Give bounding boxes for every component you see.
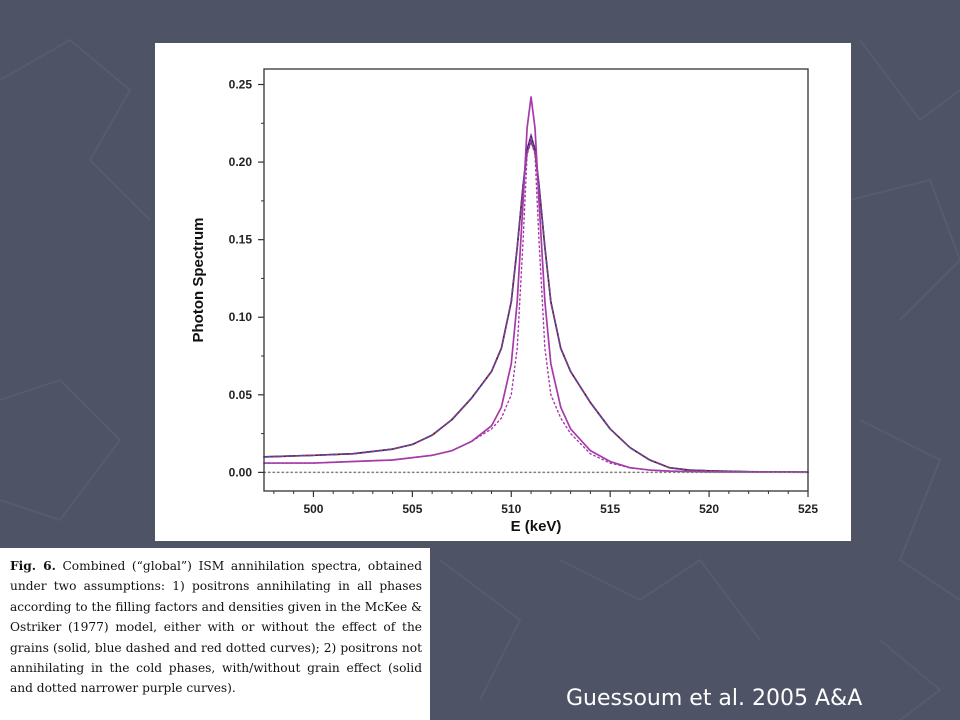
series-line-5 (263, 133, 809, 473)
x-tick-label: 520 (699, 502, 719, 516)
x-tick-label: 525 (798, 502, 818, 516)
y-tick-label: 0.00 (229, 465, 253, 479)
x-tick-label: 515 (600, 502, 620, 516)
y-tick-label: 0.15 (229, 233, 253, 247)
y-tick-label: 0.20 (229, 155, 253, 169)
figure-caption-box: Fig. 6. Combined (“global”) ISM annihila… (0, 548, 430, 720)
series-line-4 (263, 96, 809, 474)
x-axis-title: E (keV) (511, 518, 562, 535)
citation-text: Guessoum et al. 2005 A&A (566, 686, 863, 711)
plot-frame (263, 68, 809, 492)
x-tick-label: 500 (303, 502, 323, 516)
axes-layer: 500 505 510 515 520 525 0.00 0.05 0.10 0.15 0.20 0.… (229, 78, 819, 516)
series-line-1 (263, 134, 809, 473)
y-tick-label: 0.05 (229, 388, 253, 402)
figure-panel: 500 505 510 515 520 525 0.00 0.05 0.10 0.15 0.20 0.… (155, 43, 851, 541)
series-line-2 (263, 139, 809, 473)
curves-layer (263, 96, 809, 474)
caption-label: Fig. 6. (10, 559, 56, 573)
caption-body: Combined (“global”) ISM annihilation spe… (10, 559, 423, 696)
y-axis-title: Photon Spectrum (190, 217, 207, 342)
y-tick-label: 0.10 (229, 310, 253, 324)
x-tick-label: 505 (402, 502, 422, 516)
y-tick-label: 0.25 (229, 78, 253, 92)
x-tick-label: 510 (501, 502, 521, 516)
series-line-3 (263, 141, 809, 473)
spectrum-chart: 500 505 510 515 520 525 0.00 0.05 0.10 0.15 0.20 0.… (190, 68, 819, 535)
figure-caption: Fig. 6. Combined (“global”) ISM annihila… (10, 556, 422, 699)
